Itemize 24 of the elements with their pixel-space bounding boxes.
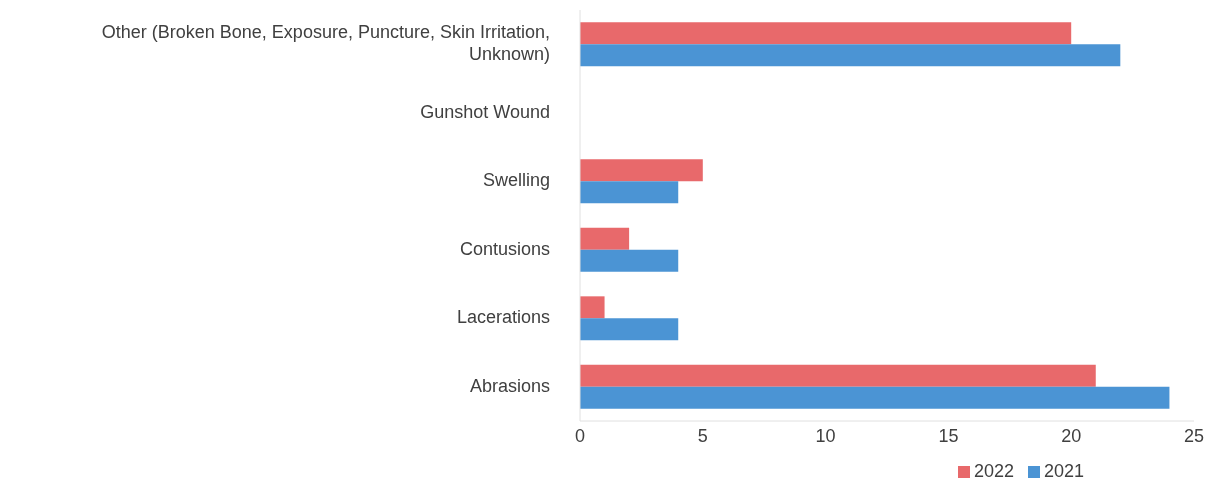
y-tick-label: Lacerations (456, 307, 550, 327)
bar (580, 22, 1072, 45)
y-tick-label: Abrasions (469, 375, 550, 396)
bar (580, 386, 1170, 409)
y-tick-label: Contusions (459, 238, 550, 259)
bar (580, 227, 630, 250)
bar (580, 181, 679, 204)
x-tick-label: 25 (1183, 425, 1205, 446)
legend-label: 2021 (1043, 461, 1085, 482)
bar (580, 44, 1121, 67)
x-tick-label: 0 (574, 425, 586, 446)
bar (580, 318, 679, 341)
x-tick-label: 20 (1061, 425, 1082, 446)
y-tick-label: Gunshot Wound (420, 101, 550, 122)
bar (580, 364, 1096, 387)
bar (580, 296, 605, 319)
bar (580, 159, 703, 182)
bar (580, 249, 679, 272)
x-tick-label: 10 (815, 425, 836, 446)
legend-label: 2022 (972, 461, 1014, 482)
x-tick-label: 15 (938, 425, 959, 446)
y-tick-label: Swelling (482, 170, 550, 190)
x-tick-label: 5 (697, 425, 708, 446)
y-tick-label: Other (Broken Bone, Exposure, Puncture, Skin Irritation, Unknown) (101, 22, 550, 64)
